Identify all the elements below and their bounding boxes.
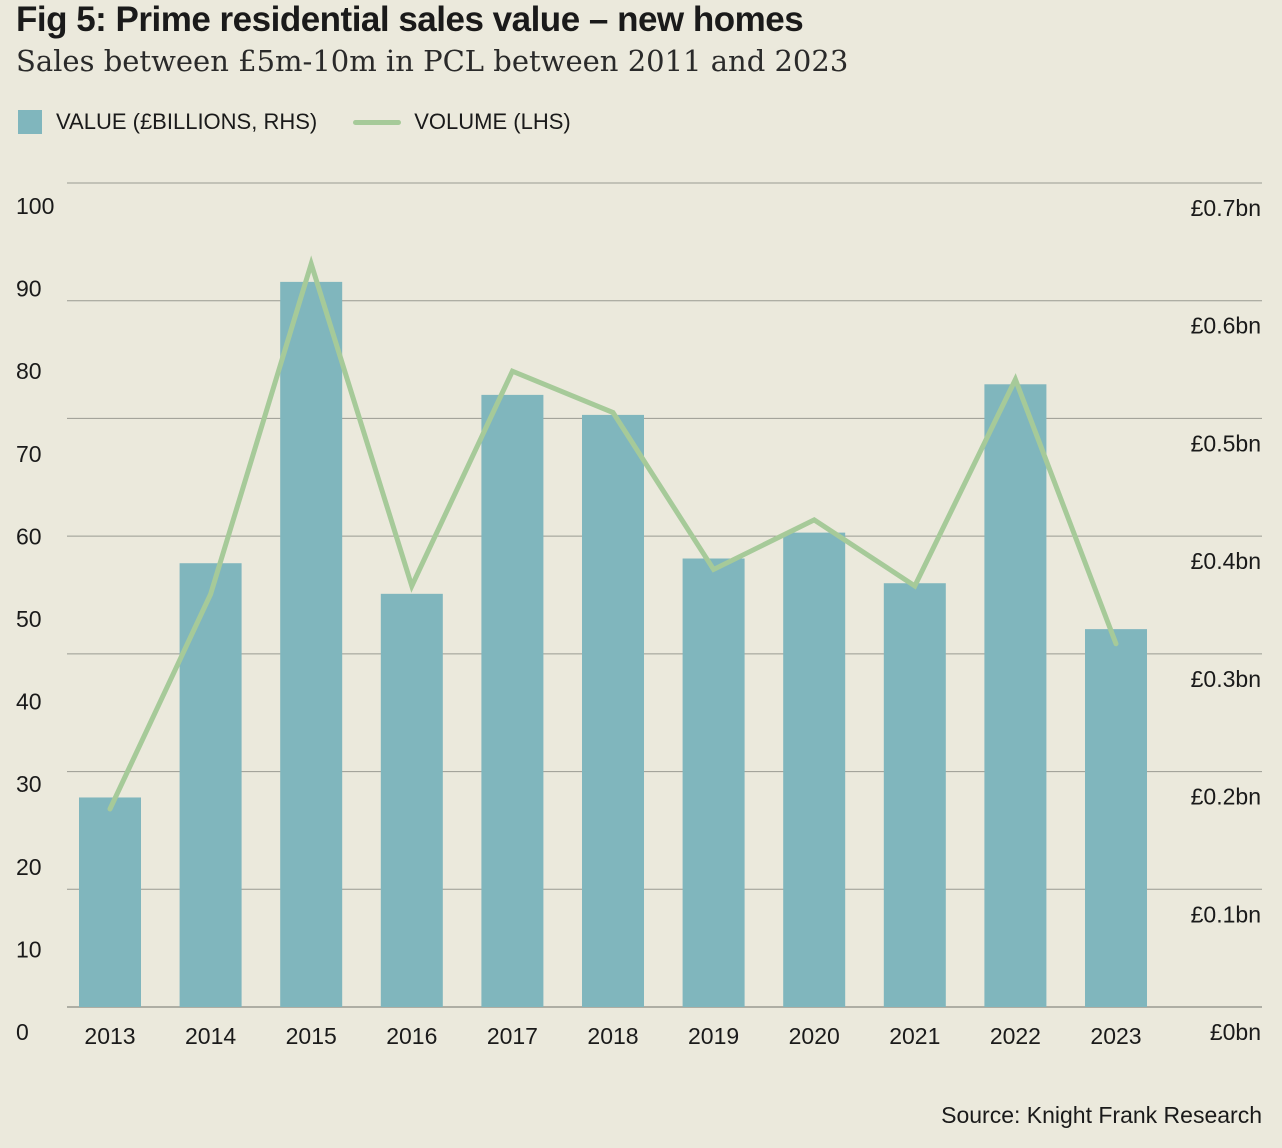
bar: [79, 797, 141, 1007]
x-axis-tick-label: 2020: [789, 1023, 840, 1049]
x-axis-tick-label: 2019: [688, 1023, 739, 1049]
left-axis-tick-label: 70: [16, 441, 42, 467]
left-axis-tick-label: 30: [16, 771, 42, 797]
x-axis-tick-label: 2018: [587, 1023, 638, 1049]
left-axis-tick-label: 50: [16, 606, 42, 632]
right-axis-tick-label: £0.4bn: [1191, 548, 1261, 574]
legend-volume-swatch: [353, 119, 402, 125]
right-axis-tick-label: £0.5bn: [1191, 430, 1261, 456]
bar: [783, 532, 846, 1007]
left-axis-tick-label: 60: [16, 523, 42, 549]
x-axis-tick-label: 2015: [286, 1023, 337, 1049]
bar: [481, 394, 544, 1007]
chart-subtitle: Sales between £5m-10m in PCL between 201…: [16, 44, 849, 78]
chart-title: Fig 5: Prime residential sales value – n…: [16, 0, 804, 39]
left-axis-tick-label: 0: [16, 1019, 29, 1045]
right-axis-tick-label: £0bn: [1210, 1019, 1261, 1045]
left-axis-tick-label: 80: [16, 358, 42, 384]
bar: [883, 583, 946, 1007]
bar: [380, 593, 443, 1007]
left-axis-tick-label: 100: [16, 193, 54, 219]
right-axis-tick-label: £0.2bn: [1191, 784, 1261, 810]
x-axis-tick-label: 2021: [889, 1023, 940, 1049]
legend-value-swatch: [18, 110, 42, 134]
x-axis-tick-label: 2016: [386, 1023, 437, 1049]
right-axis-tick-label: £0.3bn: [1191, 666, 1261, 692]
x-axis-tick-label: 2023: [1090, 1023, 1141, 1049]
right-axis-tick-label: £0.7bn: [1191, 195, 1261, 221]
x-axis-tick-label: 2017: [487, 1023, 538, 1049]
left-axis-tick-label: 90: [16, 276, 42, 302]
bar: [1085, 629, 1147, 1007]
bar: [582, 414, 644, 1007]
x-axis-tick-label: 2014: [185, 1023, 236, 1049]
x-axis-tick-label: 2013: [84, 1023, 135, 1049]
x-axis-tick-label: 2022: [990, 1023, 1041, 1049]
left-axis-tick-label: 10: [16, 936, 42, 962]
bar: [280, 281, 343, 1007]
left-axis-tick-label: 20: [16, 854, 42, 880]
left-axis-tick-label: 40: [16, 689, 42, 715]
right-axis-tick-label: £0.6bn: [1191, 313, 1261, 339]
bar: [984, 384, 1047, 1007]
legend: VALUE (£BILLIONS, RHS) VOLUME (LHS): [18, 108, 571, 136]
legend-volume-label: VOLUME (LHS): [414, 109, 571, 134]
right-axis-tick-label: £0.1bn: [1191, 901, 1261, 927]
bar: [682, 558, 745, 1007]
source-note: Source: Knight Frank Research: [941, 1102, 1262, 1128]
bar: [179, 563, 242, 1007]
legend-value-label: VALUE (£BILLIONS, RHS): [56, 109, 318, 134]
